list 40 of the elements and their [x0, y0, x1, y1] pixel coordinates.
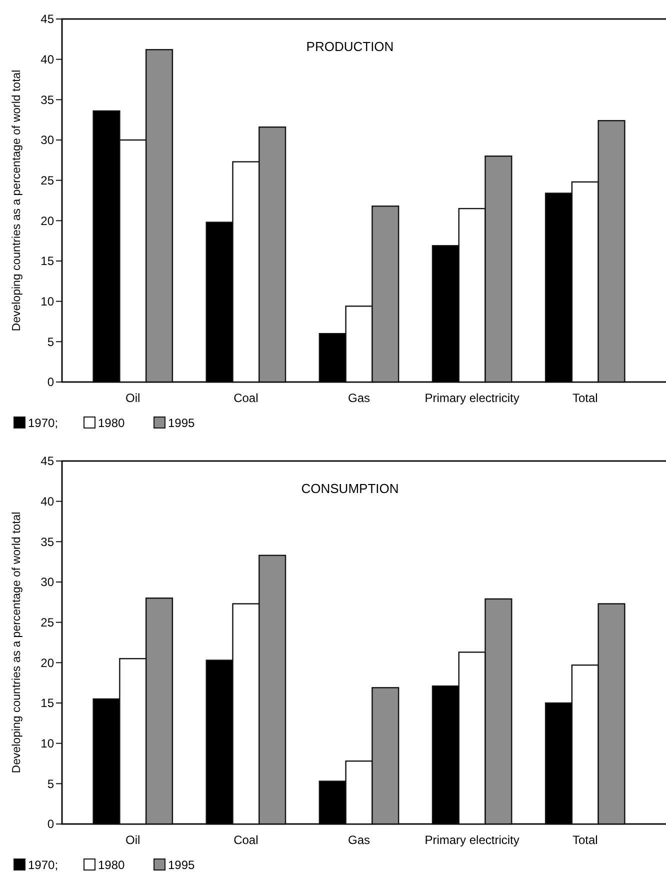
- text: PRODUCTION: [306, 39, 394, 54]
- x-tick-label: Coal: [234, 833, 258, 847]
- y-tick-label: 30: [40, 133, 54, 148]
- y-axis-title: Developing countries as a percentage of world total: [11, 512, 23, 774]
- y-axis-title: Developing countries as a percentage of world total: [11, 70, 23, 332]
- y-tick-label: 20: [40, 656, 54, 670]
- x-tick-label: Primary electricity: [424, 391, 520, 405]
- y-tick-label: 15: [40, 254, 54, 268]
- y-tick-label: 30: [40, 575, 54, 590]
- y-tick-label: 40: [40, 52, 54, 67]
- y-tick-label: 35: [40, 92, 54, 107]
- y-tick-label: 5: [47, 776, 54, 791]
- y-tick-label: 45: [40, 12, 54, 26]
- legend-label: 1995: [168, 416, 196, 430]
- legend-label: 1970;: [28, 416, 58, 430]
- x-tick-label: Coal: [234, 391, 258, 405]
- x-tick-label: Total: [572, 391, 598, 405]
- x-tick-label: Oil: [126, 391, 140, 405]
- legend-label: 1980: [98, 858, 126, 872]
- y-tick-label: 25: [40, 616, 54, 630]
- y-tick-label: 20: [40, 214, 54, 228]
- x-tick-label: Primary electricity: [424, 833, 520, 847]
- x-tick-label: Total: [572, 833, 598, 847]
- x-tick-label: Gas: [348, 833, 370, 847]
- legend-label: 1970;: [28, 858, 58, 872]
- legend-label: 1980: [98, 416, 126, 430]
- y-tick-label: 25: [40, 174, 54, 188]
- y-tick-label: 45: [40, 454, 54, 468]
- x-tick-label: Oil: [126, 833, 140, 847]
- x-tick-label: Gas: [348, 391, 370, 405]
- y-tick-label: 35: [40, 534, 54, 549]
- y-tick-label: 15: [40, 696, 54, 710]
- y-tick-label: 10: [40, 294, 54, 309]
- y-tick-label: 40: [40, 494, 54, 509]
- y-tick-label: 0: [47, 817, 54, 832]
- legend-label: 1995: [168, 858, 196, 872]
- y-tick-label: 0: [47, 375, 54, 390]
- text: CONSUMPTION: [301, 481, 399, 496]
- y-tick-label: 10: [40, 736, 54, 751]
- y-tick-label: 5: [47, 334, 54, 349]
